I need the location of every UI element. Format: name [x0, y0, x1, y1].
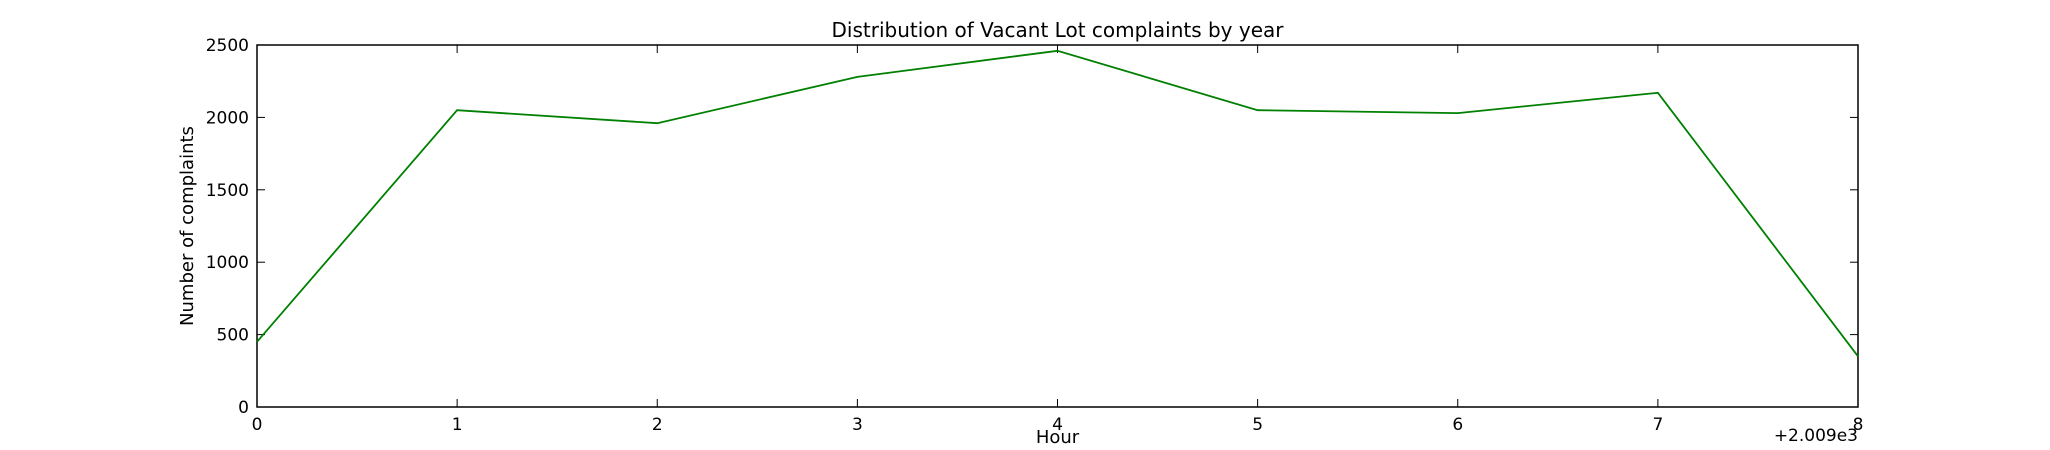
chart-title: Distribution of Vacant Lot complaints by…	[832, 18, 1285, 42]
y-tick-label: 0	[238, 398, 249, 418]
y-tick-label: 1500	[206, 181, 249, 201]
y-tick-label: 2500	[206, 36, 249, 56]
x-tick-label: 6	[1452, 415, 1463, 435]
x-tick-label: 5	[1252, 415, 1263, 435]
plot-frame	[256, 44, 1859, 408]
x-tick-label: 2	[652, 415, 663, 435]
x-axis-label: Hour	[1036, 427, 1080, 448]
x-tick-label: 1	[452, 415, 463, 435]
x-axis-offset-label: +2.009e3	[1774, 426, 1858, 446]
x-tick-label: 0	[252, 415, 263, 435]
y-axis-label: Number of complaints	[177, 126, 198, 326]
y-tick-label: 500	[217, 326, 249, 346]
y-tick-label: 2000	[206, 108, 249, 128]
series-line	[256, 49, 1859, 357]
x-axis: 0 1 2 3 4 5 6 7 8	[252, 45, 1864, 435]
x-tick-label: 7	[1652, 415, 1663, 435]
x-tick-label: 8	[1853, 415, 1864, 435]
x-tick-label: 3	[852, 415, 863, 435]
x-tick-label: 4	[1052, 415, 1063, 435]
y-axis: 0 500 1000 1500 2000 2500	[206, 36, 1858, 418]
y-tick-label: 1000	[206, 253, 249, 273]
